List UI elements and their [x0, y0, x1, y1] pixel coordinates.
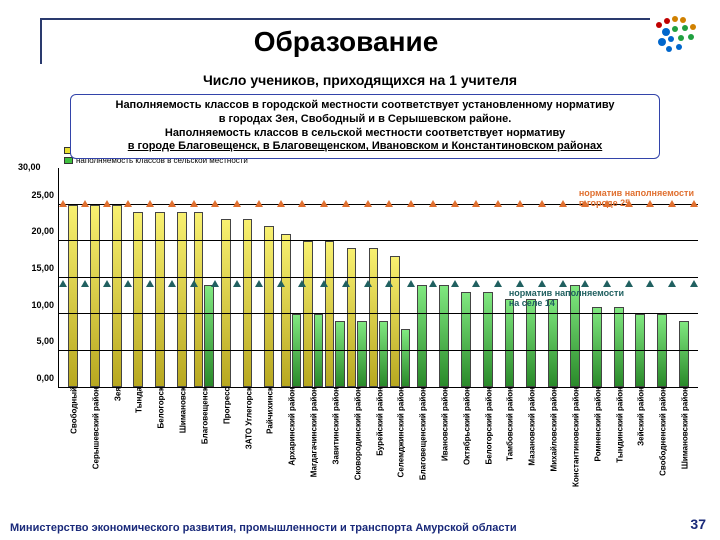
bar-rural	[614, 307, 624, 387]
category-label: Ромненский район	[591, 387, 602, 461]
bar-rural	[592, 307, 602, 387]
category-label: Белогорский район	[482, 387, 493, 465]
ytick-label: 25,00	[18, 190, 58, 200]
bar-rural	[204, 285, 213, 387]
chart-subtitle: Число учеников, приходящихся на 1 учител…	[40, 72, 680, 88]
title-bar: Образование	[40, 18, 650, 64]
bar-city	[264, 226, 274, 387]
category-label: Ивановский район	[438, 387, 449, 461]
category-label: Бурейский район	[373, 387, 384, 456]
bar-city	[194, 212, 203, 387]
bar-rural	[335, 321, 344, 387]
bar-rural	[461, 292, 471, 387]
footer-text: Министерство экономического развития, пр…	[10, 522, 517, 534]
logo-dots	[654, 14, 702, 54]
bar-city	[155, 212, 165, 387]
category-label: Тында	[133, 387, 144, 413]
bar-city	[347, 248, 356, 387]
page-number: 37	[690, 516, 706, 532]
ytick-label: 15,00	[18, 263, 58, 273]
bar-rural	[357, 321, 366, 387]
bar-rural	[439, 285, 449, 387]
bar-city	[112, 205, 122, 388]
bar-city	[133, 212, 143, 387]
chart-area: наполняемость классов в городской местно…	[18, 168, 702, 508]
note-box: Наполняемость классов в городской местно…	[70, 94, 660, 159]
ytick-label: 10,00	[18, 300, 58, 310]
category-label: Архаринский район	[286, 387, 297, 466]
bar-rural	[679, 321, 689, 387]
bar-rural	[483, 292, 493, 387]
bar-city	[68, 205, 78, 388]
category-label: Сковородинский район	[351, 387, 362, 480]
category-label: Прогресс	[220, 387, 231, 424]
ytick-label: 20,00	[18, 226, 58, 236]
category-label: Селемджинский район	[395, 387, 406, 477]
category-label: Зея	[111, 387, 122, 401]
category-label: Константиновский район	[569, 387, 580, 487]
category-label: Тамбовский район	[504, 387, 515, 461]
category-label: Благовещенск	[198, 387, 209, 444]
bar-city	[221, 219, 231, 387]
bar-city	[390, 256, 399, 387]
ytick-label: 5,00	[18, 336, 58, 346]
category-label: Райчихинск	[264, 387, 275, 434]
bar-rural	[379, 321, 388, 387]
category-label: Мазановский район	[526, 387, 537, 466]
category-label: Серышевский район	[89, 387, 100, 469]
category-label: ЗАТО Углегорск	[242, 387, 253, 449]
category-label: Зейский район	[635, 387, 646, 446]
bar-rural	[401, 329, 410, 387]
category-label: Завитинский район	[329, 387, 340, 464]
category-label: Шимановский район	[679, 387, 690, 469]
ytick-label: 0,00	[18, 373, 58, 383]
bar-rural	[417, 285, 427, 387]
category-label: Свободный	[67, 387, 78, 434]
category-label: Октябрьский район	[460, 387, 471, 465]
category-label: Свободненский район	[657, 387, 668, 476]
bar-city	[177, 212, 187, 387]
bar-city	[243, 219, 253, 387]
category-label: Михайловский район	[548, 387, 559, 471]
bar-city	[369, 248, 378, 387]
category-label: Магдагачинский район	[308, 387, 319, 477]
category-label: Белогорск	[155, 387, 166, 429]
category-label: Шимановск	[177, 387, 188, 433]
category-label: Тындинский район	[613, 387, 624, 463]
bar-city	[281, 234, 290, 387]
ref-label-city: норматив наполняемостив городе 25	[579, 189, 694, 209]
bar-city	[90, 205, 100, 388]
category-label: Благовещенский район	[417, 387, 428, 480]
page-title: Образование	[254, 26, 439, 58]
ref-label-rural: норматив наполняемостина селе 14	[509, 289, 624, 309]
